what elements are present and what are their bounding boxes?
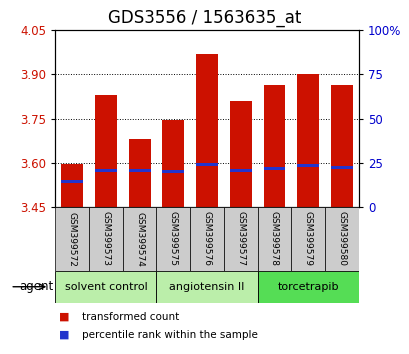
Bar	[95, 169, 117, 172]
Text: torcetrapib: torcetrapib	[277, 282, 338, 292]
Bar	[122, 207, 156, 271]
Bar	[257, 271, 358, 303]
Text: ■: ■	[59, 330, 70, 339]
Bar	[156, 271, 257, 303]
Bar	[291, 207, 324, 271]
Bar	[324, 207, 358, 271]
Text: transformed count: transformed count	[82, 312, 179, 322]
Bar	[297, 74, 318, 207]
Bar	[330, 166, 352, 169]
Bar	[257, 207, 291, 271]
Bar	[297, 164, 318, 167]
Bar	[55, 207, 89, 271]
Text: ■: ■	[59, 312, 70, 322]
Bar	[89, 207, 122, 271]
Bar	[162, 120, 184, 207]
Text: GDS3556 / 1563635_at: GDS3556 / 1563635_at	[108, 9, 301, 27]
Bar	[229, 101, 251, 207]
Bar	[229, 169, 251, 172]
Bar	[128, 139, 150, 207]
Bar	[190, 207, 223, 271]
Text: GSM399579: GSM399579	[303, 211, 312, 267]
Bar	[128, 169, 150, 172]
Text: GSM399578: GSM399578	[269, 211, 278, 267]
Bar	[61, 164, 83, 207]
Bar	[263, 85, 285, 207]
Text: GSM399575: GSM399575	[169, 211, 178, 267]
Bar	[95, 95, 117, 207]
Bar	[196, 164, 218, 166]
Text: GSM399574: GSM399574	[135, 211, 144, 267]
Text: GSM399577: GSM399577	[236, 211, 245, 267]
Text: GSM399580: GSM399580	[337, 211, 346, 267]
Text: agent: agent	[19, 280, 53, 293]
Bar	[263, 167, 285, 170]
Text: GSM399576: GSM399576	[202, 211, 211, 267]
Bar	[162, 170, 184, 173]
Text: angiotensin II: angiotensin II	[169, 282, 244, 292]
Text: GSM399572: GSM399572	[67, 211, 76, 267]
Bar	[196, 54, 218, 207]
Bar	[61, 180, 83, 183]
Text: GSM399573: GSM399573	[101, 211, 110, 267]
Bar	[156, 207, 190, 271]
Bar	[223, 207, 257, 271]
Bar	[330, 85, 352, 207]
Text: percentile rank within the sample: percentile rank within the sample	[82, 330, 257, 339]
Text: solvent control: solvent control	[64, 282, 147, 292]
Bar	[55, 271, 156, 303]
